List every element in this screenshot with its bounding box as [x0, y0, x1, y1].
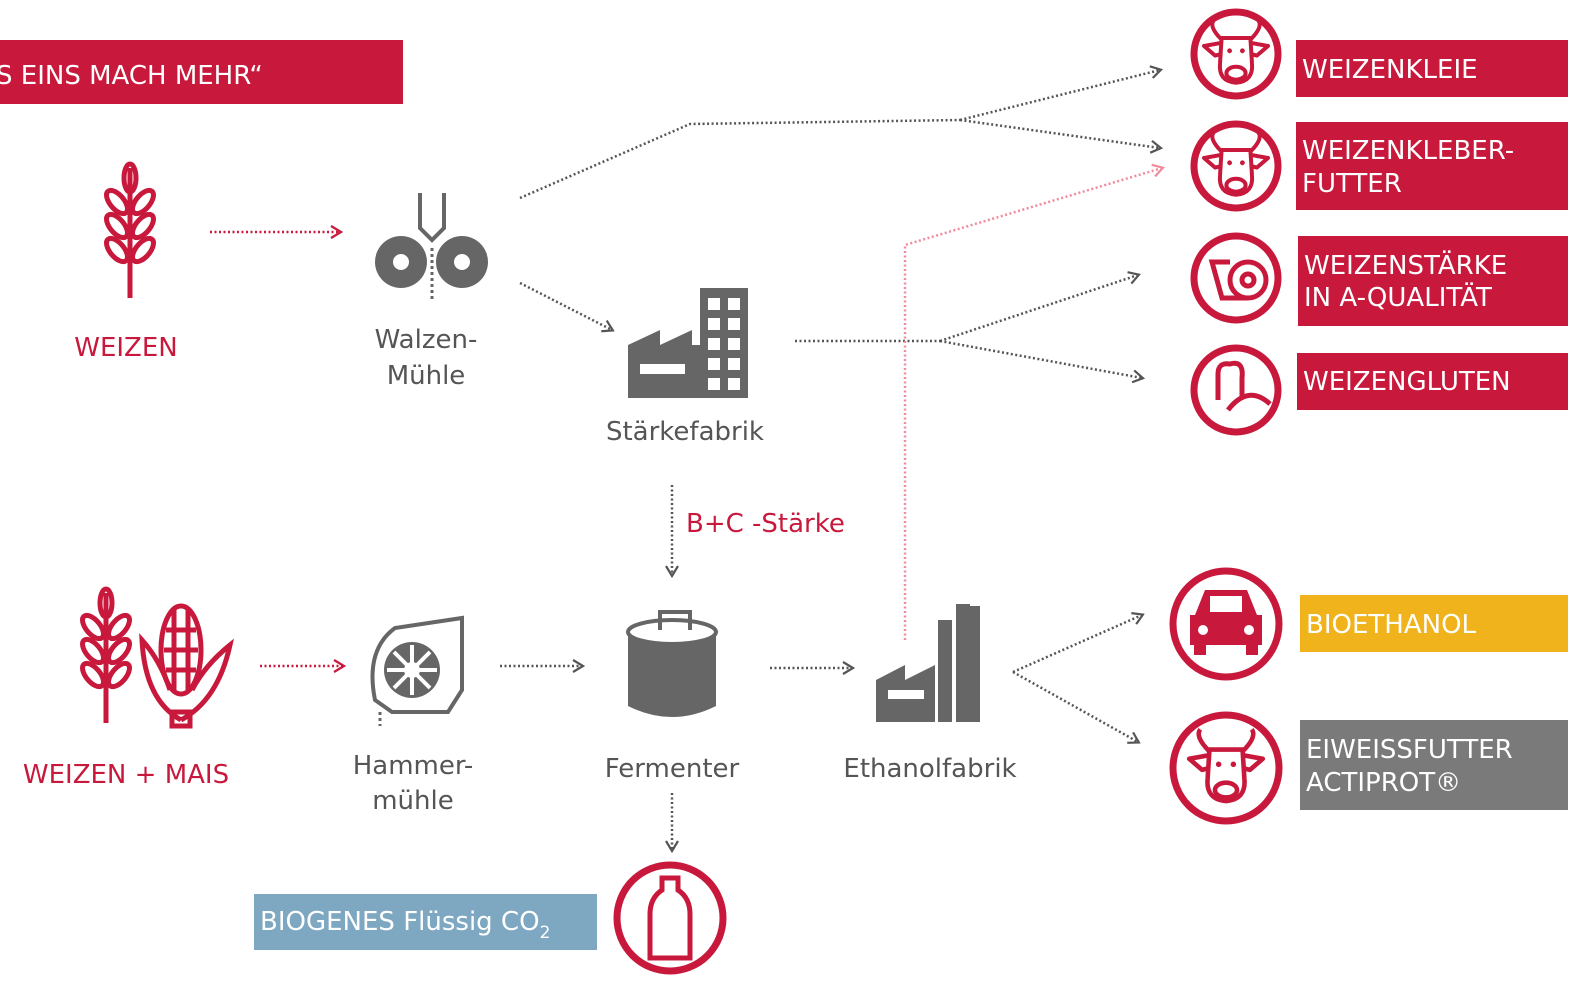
input-label: WEIZEN + MAIS [23, 760, 229, 790]
product-label: WEIZENKLEBER- [1302, 136, 1514, 166]
flow-arrow [520, 283, 612, 330]
flow-arrow [960, 120, 1160, 148]
flow-arrow [940, 275, 1138, 341]
product-label: FUTTER [1302, 169, 1402, 199]
node-label: Stärkefabrik [606, 417, 764, 447]
wheat-icon [103, 164, 158, 298]
product-label: ACTIPROT® [1306, 768, 1461, 798]
input-label: WEIZEN [74, 333, 178, 363]
node-label: Walzen- [375, 325, 478, 355]
flow-arrow [960, 70, 1160, 120]
banner-title: S EINS MACH MEHR“ [0, 61, 263, 91]
flow-arrow [905, 168, 1162, 640]
product-ring [617, 865, 723, 971]
ethanol-factory-icon [876, 604, 980, 722]
product-label: WEIZENGLUTEN [1303, 367, 1511, 397]
wheat-icon [79, 589, 134, 723]
diagram: S EINS MACH MEHR“ WEIZEN WEIZEN + MAIS W… [0, 0, 1584, 986]
flow-arrow [1013, 615, 1142, 672]
node-label: Hammer- [353, 751, 474, 781]
product-label: BIOETHANOL [1306, 610, 1477, 640]
fermenter-icon [628, 612, 716, 717]
node-label: mühle [372, 786, 454, 816]
product-ring [1173, 715, 1279, 821]
roller-mill-icon [375, 193, 488, 300]
corn-icon [142, 606, 230, 726]
co2-text: BIOGENES Flüssig CO [260, 907, 540, 937]
flow-arrow [940, 341, 1142, 378]
product-label: EIWEISSFUTTER [1306, 735, 1513, 765]
product-ring [1194, 348, 1278, 432]
flow-label: B+C -Stärke [686, 509, 845, 539]
factory-icon [628, 288, 748, 398]
product-label: IN A-QUALITÄT [1304, 281, 1492, 313]
hammer-mill-icon [373, 618, 463, 726]
flow-arrow [1013, 672, 1138, 742]
product-label: WEIZENKLEIE [1302, 55, 1478, 85]
co2-subscript: 2 [540, 923, 551, 943]
product-label: WEIZENSTÄRKE [1304, 249, 1507, 281]
node-label: Fermenter [605, 754, 740, 784]
flows [210, 70, 1162, 850]
node-label: Ethanolfabrik [843, 754, 1016, 784]
flow-line [520, 120, 960, 198]
node-label: Mühle [387, 361, 466, 391]
